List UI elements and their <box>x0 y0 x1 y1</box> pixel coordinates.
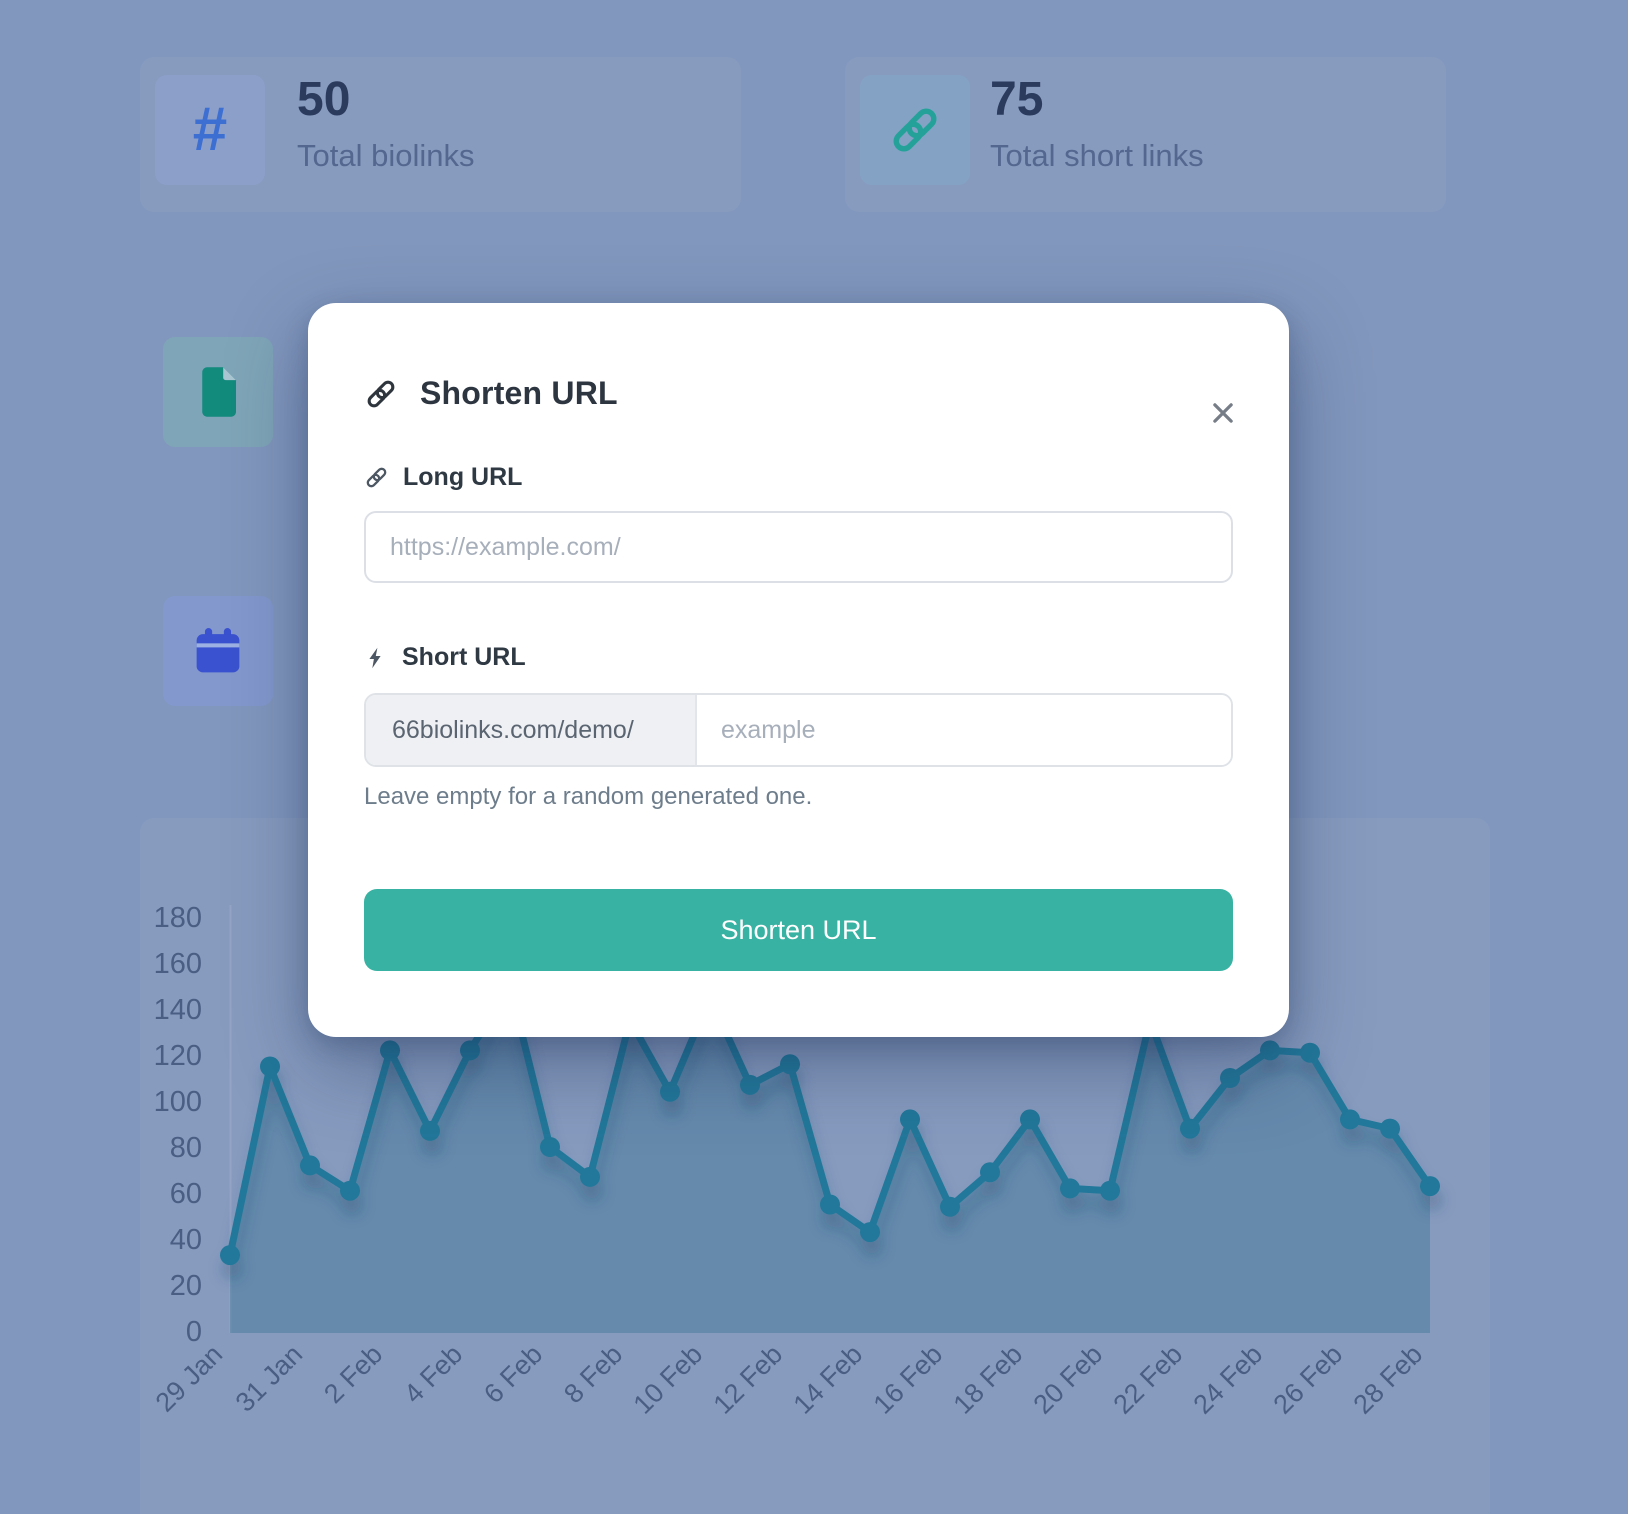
long-url-input[interactable] <box>364 511 1233 583</box>
short-links-label: Total short links <box>990 138 1204 173</box>
short-links-stat: 75 Total short links <box>990 76 1204 174</box>
calendar-icon-tile <box>163 596 273 706</box>
long-url-label: Long URL <box>364 463 522 492</box>
shorten-url-submit-button[interactable]: Shorten URL <box>364 889 1233 971</box>
long-url-label-text: Long URL <box>403 463 523 491</box>
close-button[interactable] <box>1201 391 1245 435</box>
link-icon <box>364 465 389 490</box>
short-url-label-text: Short URL <box>402 643 526 671</box>
biolinks-label: Total biolinks <box>297 138 475 173</box>
link-icon <box>364 377 398 411</box>
short-url-hint: Leave empty for a random generated one. <box>364 783 813 810</box>
short-url-input-group: 66biolinks.com/demo/ <box>364 693 1233 767</box>
short-url-domain-prefix: 66biolinks.com/demo/ <box>366 695 697 765</box>
pages-icon-tile <box>163 337 273 447</box>
file-icon <box>191 365 245 419</box>
short-links-count: 75 <box>990 73 1044 126</box>
link-icon <box>888 103 942 157</box>
biolinks-stat: 50 Total biolinks <box>297 76 474 174</box>
hash-icon: # <box>192 95 228 164</box>
short-url-label: Short URL <box>364 643 526 672</box>
biolinks-icon-tile: # <box>155 75 265 185</box>
short-links-icon-tile <box>860 75 970 185</box>
lightning-bolt-icon <box>364 646 388 670</box>
modal-header: Shorten URL <box>364 375 1233 412</box>
short-url-input[interactable] <box>697 695 1231 765</box>
biolinks-count: 50 <box>297 73 351 126</box>
shorten-url-modal: Shorten URL Long URL <box>308 303 1289 1037</box>
calendar-icon <box>191 624 245 678</box>
close-icon <box>1208 398 1238 428</box>
modal-title: Shorten URL <box>420 375 618 411</box>
